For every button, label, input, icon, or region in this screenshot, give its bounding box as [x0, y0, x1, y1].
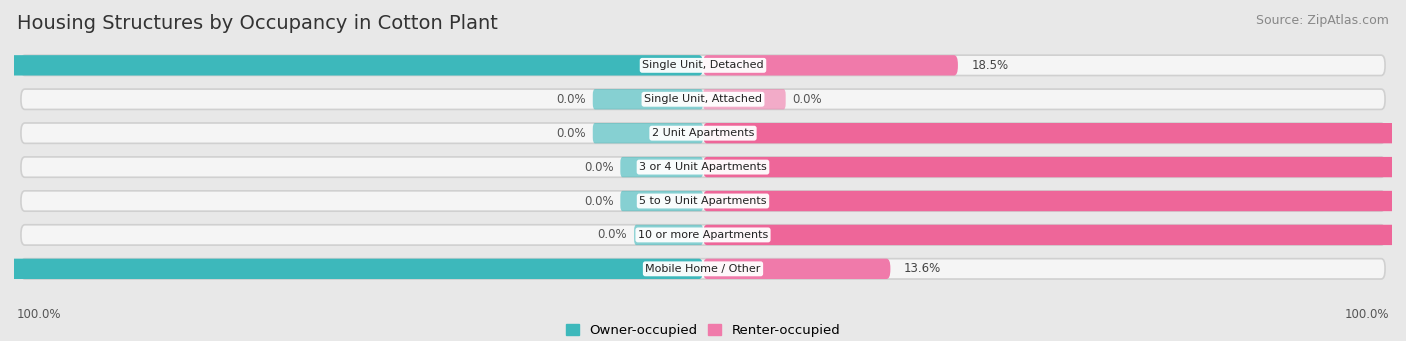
FancyBboxPatch shape [703, 157, 1406, 177]
FancyBboxPatch shape [703, 191, 1406, 211]
Text: Source: ZipAtlas.com: Source: ZipAtlas.com [1256, 14, 1389, 27]
FancyBboxPatch shape [703, 225, 1406, 245]
Text: 18.5%: 18.5% [972, 59, 1010, 72]
FancyBboxPatch shape [21, 55, 1385, 75]
Text: 0.0%: 0.0% [557, 93, 586, 106]
Text: 0.0%: 0.0% [557, 127, 586, 140]
Text: Single Unit, Detached: Single Unit, Detached [643, 60, 763, 70]
FancyBboxPatch shape [21, 89, 1385, 109]
FancyBboxPatch shape [703, 89, 786, 109]
FancyBboxPatch shape [703, 55, 957, 75]
Text: 10 or more Apartments: 10 or more Apartments [638, 230, 768, 240]
Text: 0.0%: 0.0% [598, 228, 627, 241]
Text: 100.0%: 100.0% [1344, 308, 1389, 321]
Text: 100.0%: 100.0% [17, 308, 62, 321]
FancyBboxPatch shape [620, 191, 703, 211]
Text: 13.6%: 13.6% [904, 262, 942, 275]
FancyBboxPatch shape [21, 191, 1385, 211]
Text: 2 Unit Apartments: 2 Unit Apartments [652, 128, 754, 138]
Text: Housing Structures by Occupancy in Cotton Plant: Housing Structures by Occupancy in Cotto… [17, 14, 498, 33]
FancyBboxPatch shape [634, 225, 703, 245]
Text: 0.0%: 0.0% [583, 194, 613, 208]
FancyBboxPatch shape [620, 157, 703, 177]
FancyBboxPatch shape [21, 259, 1385, 279]
FancyBboxPatch shape [0, 259, 703, 279]
FancyBboxPatch shape [21, 123, 1385, 143]
FancyBboxPatch shape [21, 225, 1385, 245]
Text: 0.0%: 0.0% [793, 93, 823, 106]
Text: 5 to 9 Unit Apartments: 5 to 9 Unit Apartments [640, 196, 766, 206]
Text: Single Unit, Attached: Single Unit, Attached [644, 94, 762, 104]
Legend: Owner-occupied, Renter-occupied: Owner-occupied, Renter-occupied [560, 318, 846, 341]
Text: Mobile Home / Other: Mobile Home / Other [645, 264, 761, 274]
Text: 0.0%: 0.0% [583, 161, 613, 174]
FancyBboxPatch shape [21, 157, 1385, 177]
FancyBboxPatch shape [0, 55, 703, 75]
FancyBboxPatch shape [703, 123, 1406, 143]
FancyBboxPatch shape [703, 259, 890, 279]
FancyBboxPatch shape [593, 123, 703, 143]
Text: 3 or 4 Unit Apartments: 3 or 4 Unit Apartments [640, 162, 766, 172]
FancyBboxPatch shape [593, 89, 703, 109]
